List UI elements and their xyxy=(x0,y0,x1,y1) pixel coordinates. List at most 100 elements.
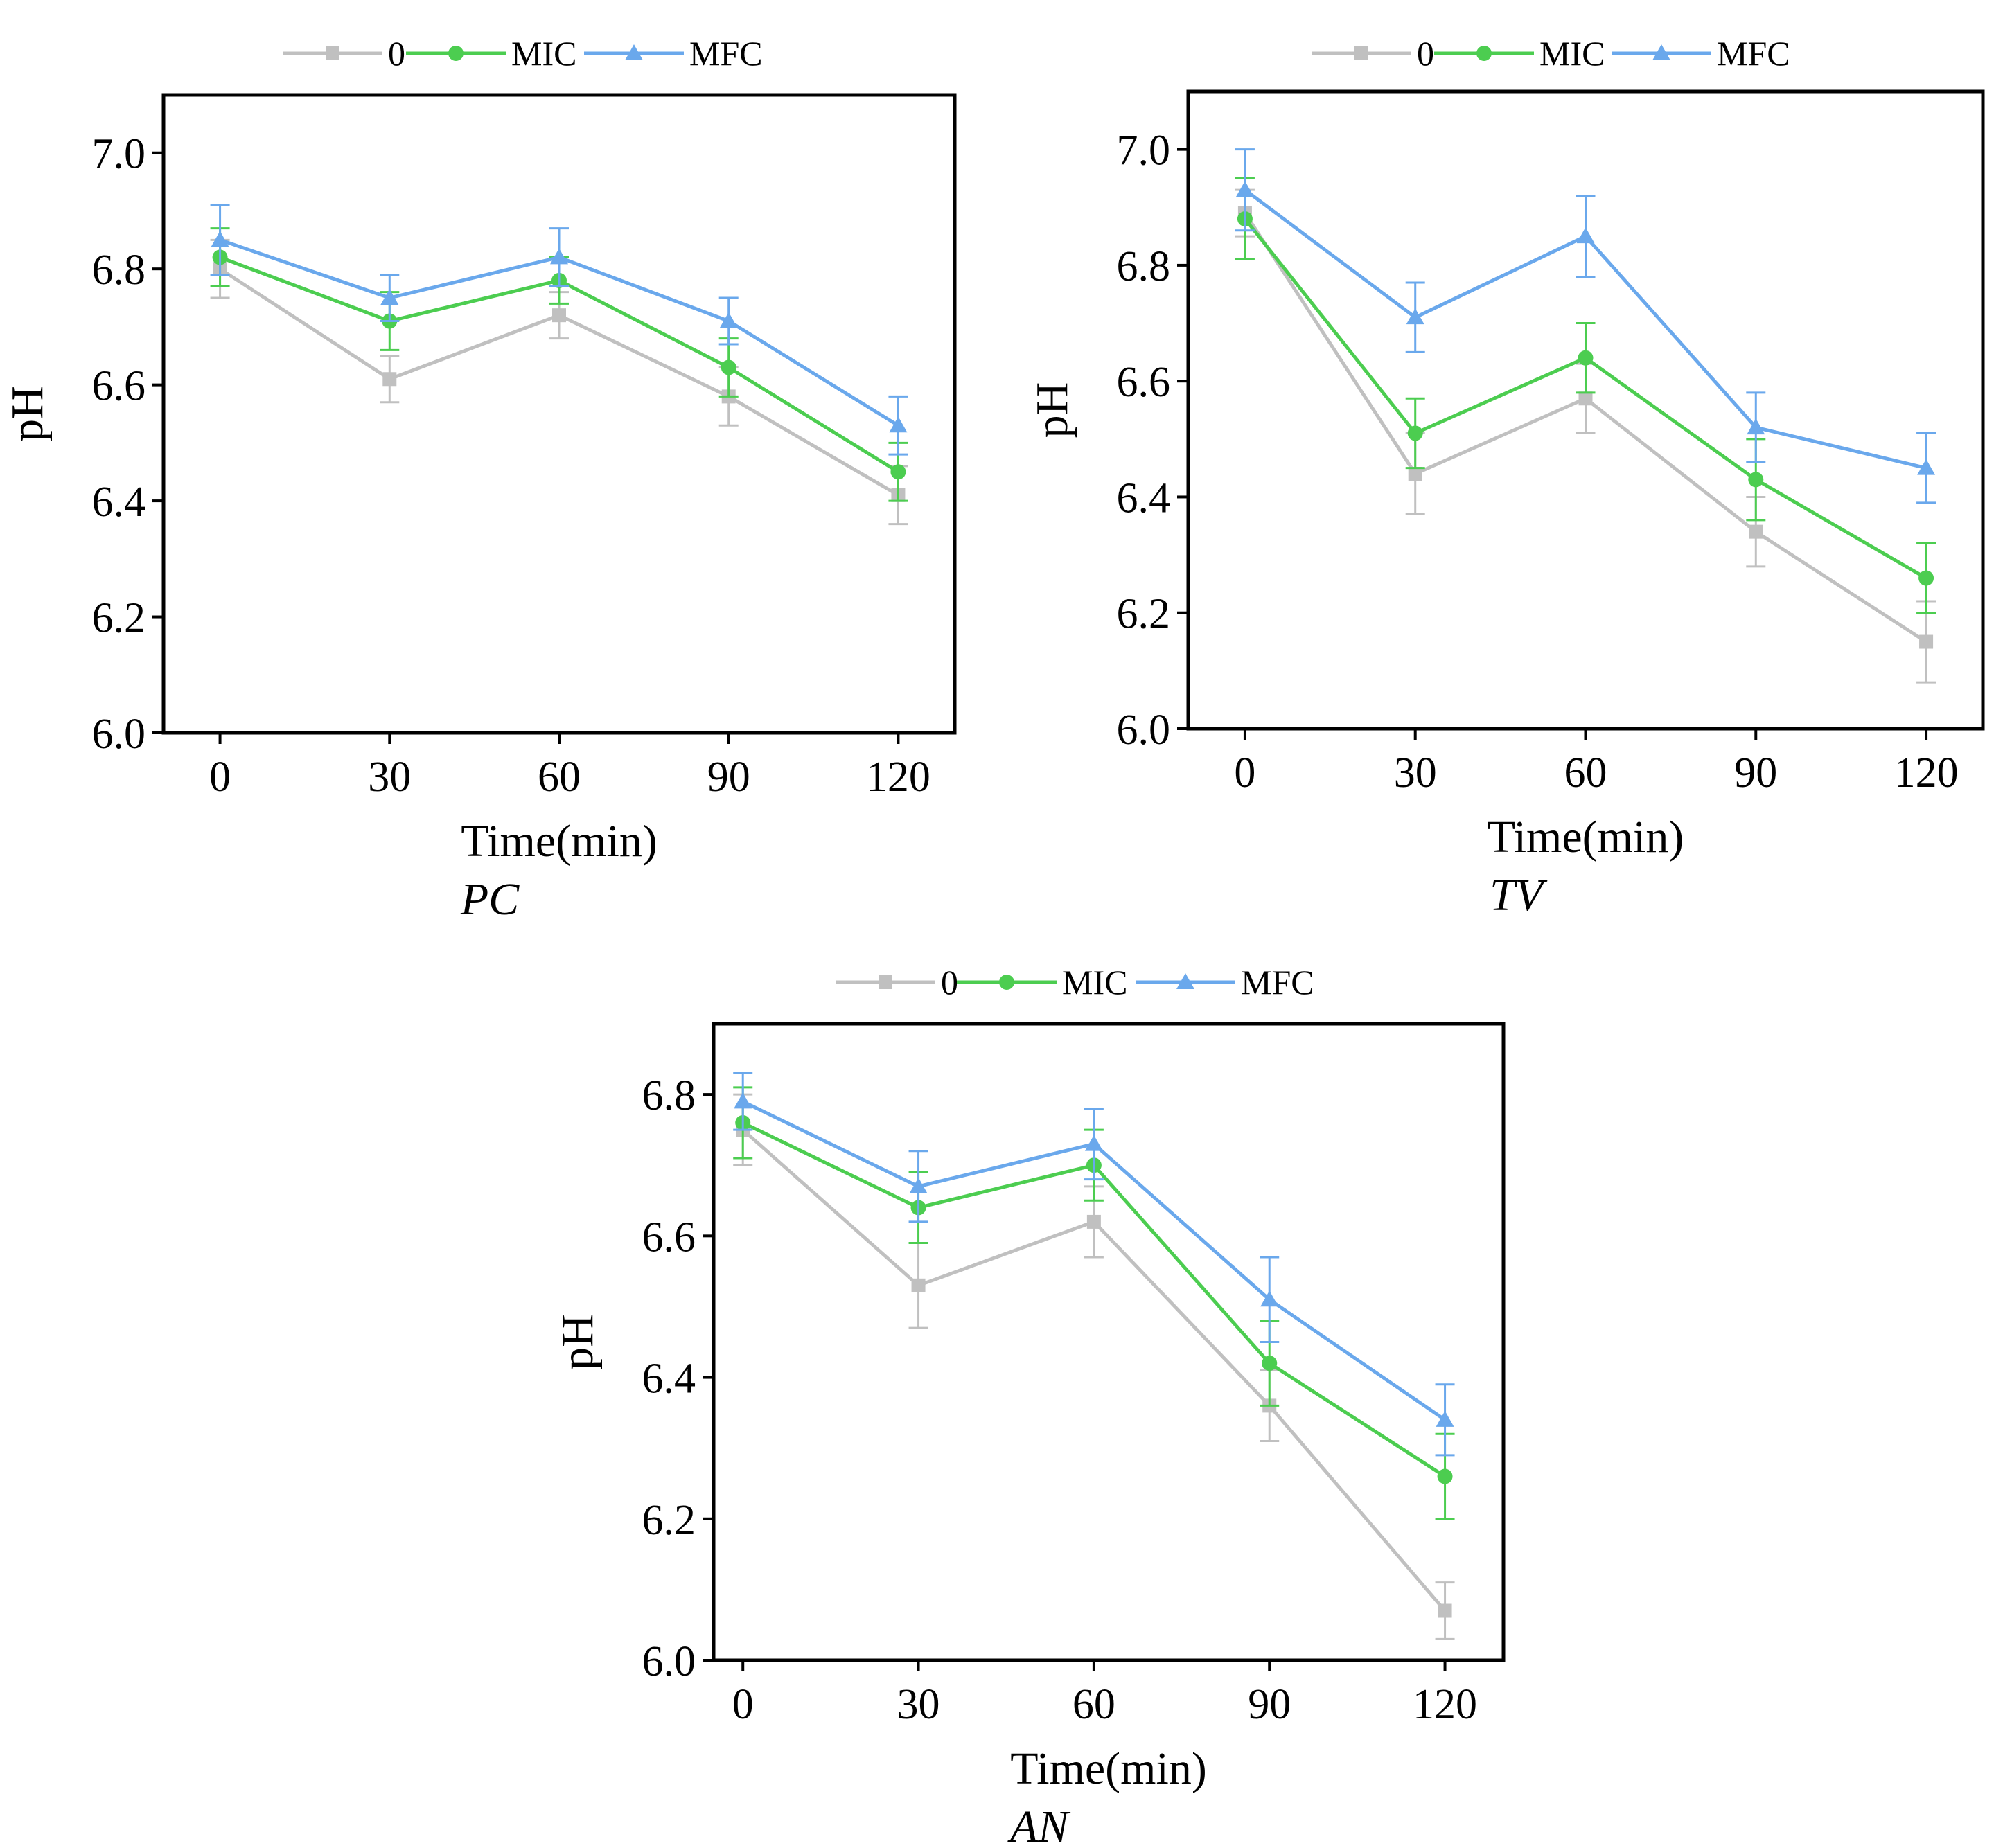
y-tick-label: 7.0 xyxy=(1117,127,1171,175)
data-point xyxy=(889,416,908,433)
x-tick-label: 120 xyxy=(1413,1681,1477,1728)
data-point xyxy=(1408,467,1422,481)
y-tick-label: 6.8 xyxy=(92,247,146,294)
data-point xyxy=(552,308,566,323)
legend-label: MIC xyxy=(1062,963,1127,1002)
data-point xyxy=(211,231,229,247)
x-tick-label: 120 xyxy=(866,754,930,801)
legend-item-mfc: MFC xyxy=(1612,34,1790,73)
legend-marker xyxy=(448,46,464,61)
x-tick-label: 60 xyxy=(538,754,581,801)
x-tick-label: 0 xyxy=(209,754,231,801)
data-point xyxy=(1578,350,1594,366)
y-axis-label: pH xyxy=(552,1314,603,1370)
panel-label: PC xyxy=(460,874,520,925)
y-tick-label: 6.0 xyxy=(92,711,146,758)
legend-marker xyxy=(1476,46,1492,61)
x-tick-label: 90 xyxy=(1248,1681,1291,1728)
data-point xyxy=(909,1177,928,1193)
y-tick-label: 6.0 xyxy=(642,1638,696,1685)
data-point xyxy=(1917,459,1936,475)
data-point xyxy=(380,289,399,305)
x-tick-label: 120 xyxy=(1894,749,1959,797)
legend-marker xyxy=(326,46,339,60)
y-tick-label: 6.2 xyxy=(1117,591,1171,638)
legend-label: 0 xyxy=(1417,34,1434,73)
y-tick-label: 7.0 xyxy=(92,131,146,178)
y-tick-label: 6.2 xyxy=(642,1497,696,1544)
legend-label: MIC xyxy=(1539,34,1605,73)
y-axis-label: pH xyxy=(1027,382,1077,438)
legend-label: MFC xyxy=(689,34,763,73)
chart-panel-tv: 0 MIC MFC 6.0 6.2 6.4 6.6 6.8 7.0 0 30 60 90 120 Time(… xyxy=(1027,34,1985,921)
data-point xyxy=(1262,1356,1278,1371)
y-axis-label: pH xyxy=(2,386,53,442)
data-point xyxy=(1260,1290,1279,1307)
y-tick-label: 6.0 xyxy=(1117,707,1171,754)
x-tick-label: 90 xyxy=(707,754,750,801)
y-tick-label: 6.2 xyxy=(92,595,146,642)
y-tick-label: 6.4 xyxy=(92,479,146,526)
data-point xyxy=(1407,425,1423,441)
data-point xyxy=(890,464,906,480)
series-mfc xyxy=(210,204,908,456)
data-point xyxy=(550,248,568,265)
data-point xyxy=(1749,524,1763,539)
data-point xyxy=(1084,1135,1103,1151)
series-mfc xyxy=(733,1072,1455,1457)
legend-marker xyxy=(999,975,1014,990)
x-tick-label: 60 xyxy=(1073,1681,1115,1728)
data-point xyxy=(1576,227,1595,244)
x-tick-label: 0 xyxy=(1234,749,1255,797)
data-point xyxy=(911,1278,926,1292)
legend-label: MIC xyxy=(511,34,576,73)
y-tick-label: 6.6 xyxy=(92,363,146,410)
plot-frame xyxy=(1186,89,1985,731)
legend-item-0: 0 xyxy=(283,34,405,73)
legend-label: MFC xyxy=(1717,34,1790,73)
chart-panel-an: 0 MIC MFC 6.0 6.2 6.4 6.6 6.8 0 30 60 90 120 Time(min… xyxy=(552,963,1506,1848)
data-point xyxy=(1438,1603,1452,1618)
y-tick-label: 6.6 xyxy=(642,1214,696,1261)
legend-item-0: 0 xyxy=(1312,34,1434,73)
x-tick-label: 0 xyxy=(732,1681,754,1728)
legend: 0 MIC MFC xyxy=(1312,34,1790,73)
data-point xyxy=(1919,634,1934,649)
x-tick-label: 30 xyxy=(368,754,411,801)
plot-frame xyxy=(161,93,957,735)
series-mfc xyxy=(1235,148,1936,504)
legend-item-0: 0 xyxy=(836,963,958,1002)
x-axis-label: Time(min) xyxy=(1010,1743,1207,1794)
data-point xyxy=(719,312,738,328)
data-point xyxy=(1747,418,1765,435)
data-point xyxy=(1406,308,1424,325)
data-point xyxy=(1086,1214,1101,1229)
legend: 0 MIC MFC xyxy=(836,963,1314,1002)
panel-label: AN xyxy=(1007,1802,1071,1848)
panel-label: TV xyxy=(1490,870,1548,921)
y-tick-label: 6.8 xyxy=(1117,243,1171,290)
plot-frame xyxy=(712,1022,1506,1662)
legend-label: MFC xyxy=(1241,963,1314,1002)
y-tick-label: 6.4 xyxy=(1117,474,1171,522)
x-tick-label: 90 xyxy=(1734,749,1777,797)
legend-marker xyxy=(1652,44,1670,60)
legend-item-mic: MIC xyxy=(1434,34,1605,73)
legend-label: 0 xyxy=(388,34,405,73)
legend-label: 0 xyxy=(941,963,958,1002)
x-axis-label: Time(min) xyxy=(1488,812,1684,862)
data-point xyxy=(1436,1410,1454,1427)
legend-item-mic: MIC xyxy=(406,34,576,73)
data-point xyxy=(1437,1468,1453,1484)
data-point xyxy=(1748,472,1764,488)
legend-marker xyxy=(879,975,892,989)
data-point xyxy=(1578,391,1593,406)
legend: 0 MIC MFC xyxy=(283,34,763,73)
y-tick-label: 6.4 xyxy=(642,1356,696,1403)
y-tick-label: 6.8 xyxy=(642,1072,696,1119)
legend-item-mic: MIC xyxy=(957,963,1127,1002)
series-mic xyxy=(1235,177,1936,614)
y-tick-label: 6.6 xyxy=(1117,359,1171,406)
data-point xyxy=(734,1092,752,1109)
